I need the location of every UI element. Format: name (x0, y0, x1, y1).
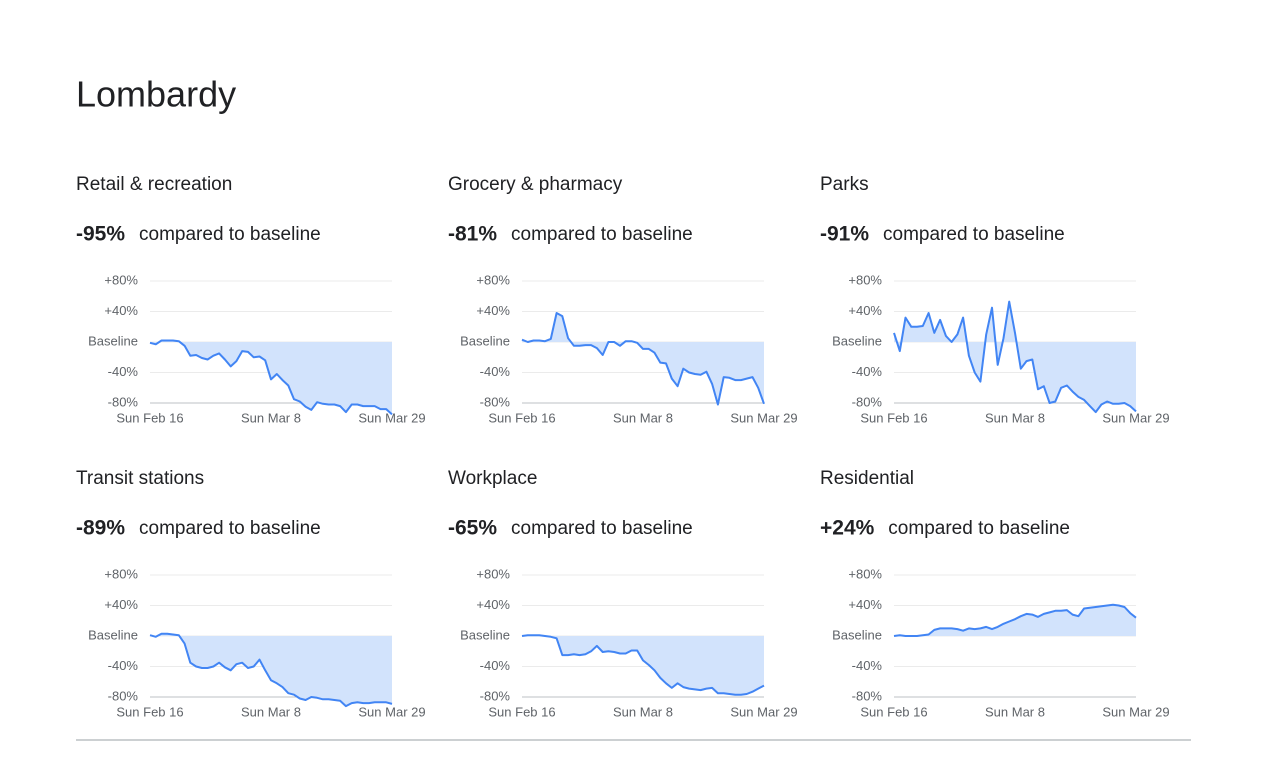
area-fill (894, 604, 1136, 636)
y-tick-label: Baseline (88, 627, 138, 642)
y-tick-label: Baseline (832, 333, 882, 348)
x-tick-label: Sun Feb 16 (488, 410, 555, 425)
x-tick-label: Sun Mar 29 (730, 410, 797, 425)
y-tick-label: Baseline (460, 333, 510, 348)
y-tick-label: +80% (848, 566, 882, 581)
x-tick-label: Sun Mar 29 (730, 704, 797, 719)
x-tick-label: Sun Mar 8 (985, 410, 1045, 425)
chart-title: Grocery & pharmacy (448, 174, 623, 195)
x-tick-label: Sun Mar 8 (241, 704, 301, 719)
chart-title: Retail & recreation (76, 174, 232, 195)
summary-text: compared to baseline (139, 518, 321, 539)
trend-line (149, 632, 393, 708)
x-tick-label: Sun Feb 16 (116, 704, 183, 719)
y-tick-label: +40% (848, 303, 882, 318)
chart-title: Parks (820, 174, 869, 195)
x-tick-label: Sun Feb 16 (860, 704, 927, 719)
y-tick-label: -80% (108, 688, 139, 703)
y-tick-label: +80% (476, 566, 510, 581)
trend-line (521, 312, 765, 406)
summary-value: -91% (820, 223, 869, 246)
x-tick-label: Sun Mar 8 (985, 704, 1045, 719)
summary-text: compared to baseline (511, 224, 693, 245)
y-tick-label: -40% (480, 658, 511, 673)
y-tick-label: -80% (480, 688, 511, 703)
y-tick-label: -80% (480, 394, 511, 409)
summary-text: compared to baseline (883, 224, 1065, 245)
y-tick-label: +80% (104, 272, 138, 287)
summary-text: compared to baseline (888, 518, 1070, 539)
summary-value: +24% (820, 517, 875, 540)
y-tick-label: +40% (104, 303, 138, 318)
y-tick-label: +40% (476, 303, 510, 318)
y-tick-label: Baseline (88, 333, 138, 348)
x-tick-label: Sun Mar 29 (1102, 704, 1169, 719)
x-tick-label: Sun Mar 8 (241, 410, 301, 425)
y-tick-label: -80% (108, 394, 139, 409)
summary-value: -65% (448, 517, 497, 540)
summary-value: -95% (76, 223, 125, 246)
y-tick-label: +40% (104, 597, 138, 612)
page-title: Lombardy (76, 74, 236, 115)
summary-value: -89% (76, 517, 125, 540)
y-tick-label: +80% (848, 272, 882, 287)
summary-value: -81% (448, 223, 497, 246)
x-tick-label: Sun Feb 16 (860, 410, 927, 425)
y-tick-label: +80% (104, 566, 138, 581)
y-tick-label: -40% (480, 364, 511, 379)
y-tick-label: -40% (852, 364, 883, 379)
y-tick-label: +80% (476, 272, 510, 287)
x-tick-label: Sun Mar 8 (613, 704, 673, 719)
x-tick-label: Sun Mar 29 (358, 704, 425, 719)
trend-line (893, 603, 1137, 637)
area-fill (522, 635, 764, 695)
area-fill (894, 301, 1136, 413)
y-tick-label: +40% (848, 597, 882, 612)
y-tick-label: -80% (852, 688, 883, 703)
x-tick-label: Sun Mar 29 (358, 410, 425, 425)
y-tick-label: -40% (108, 364, 139, 379)
y-tick-label: +40% (476, 597, 510, 612)
x-tick-label: Sun Feb 16 (488, 704, 555, 719)
summary-text: compared to baseline (139, 224, 321, 245)
summary-text: compared to baseline (511, 518, 693, 539)
y-tick-label: -40% (852, 658, 883, 673)
y-tick-label: Baseline (460, 627, 510, 642)
area-fill (522, 313, 764, 405)
y-tick-label: -80% (852, 394, 883, 409)
area-fill (150, 633, 392, 707)
chart-title: Residential (820, 468, 914, 489)
trend-line (521, 634, 765, 696)
trend-line (893, 300, 1137, 414)
chart-title: Transit stations (76, 468, 204, 489)
x-tick-label: Sun Mar 8 (613, 410, 673, 425)
x-tick-label: Sun Mar 29 (1102, 410, 1169, 425)
trend-line (149, 339, 393, 416)
chart-title: Workplace (448, 468, 537, 489)
y-tick-label: -40% (108, 658, 139, 673)
x-tick-label: Sun Feb 16 (116, 410, 183, 425)
y-tick-label: Baseline (832, 627, 882, 642)
